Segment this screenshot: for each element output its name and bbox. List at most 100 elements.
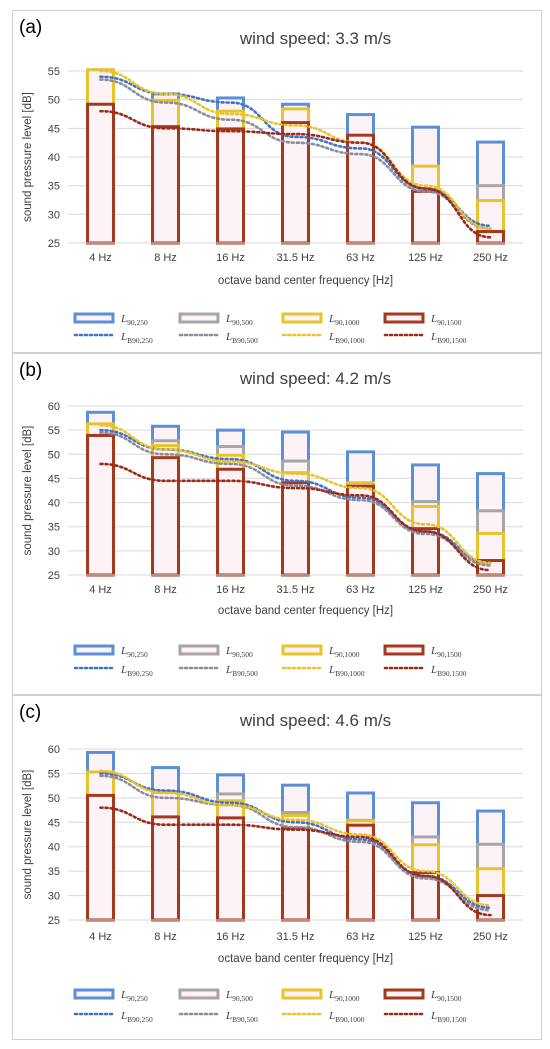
- legend-label: LB90,250: [120, 331, 153, 345]
- y-tick-label: 40: [48, 152, 60, 164]
- bar-L90_1500: [346, 133, 375, 245]
- bar-L90_1500: [151, 815, 180, 922]
- legend-label: LB90,1500: [430, 664, 467, 678]
- trend-line-LB90_500: [99, 774, 492, 912]
- legend-label: LB90,500: [225, 1010, 258, 1024]
- x-tick-label: 250 Hz: [473, 931, 508, 943]
- chart-svg: (c) wind speed: 4.6 m/s 25 30 35 40 45 50 55 60 so…: [19, 702, 523, 1024]
- x-tick-label: 125 Hz: [408, 252, 443, 264]
- trend-line-LB90_1000: [99, 69, 492, 230]
- x-axis-label: octave band center frequency [Hz]: [218, 953, 393, 965]
- panel-label: (c): [19, 702, 41, 723]
- y-tick-label: 40: [48, 842, 60, 854]
- y-tick-label: 25: [48, 915, 60, 927]
- trend-line-LB90_1500: [99, 806, 492, 917]
- y-tick-label: 25: [48, 570, 60, 582]
- bar-L90_1500: [281, 826, 310, 922]
- y-axis-label: sound pressure level [dB]: [22, 92, 34, 222]
- y-tick-label: 55: [48, 768, 60, 780]
- legend-label: L90,250: [120, 313, 148, 327]
- legend-label: LB90,1500: [430, 331, 467, 345]
- bar-L90_1500: [86, 793, 115, 922]
- chart-panel-c: (c) wind speed: 4.6 m/s 25 30 35 40 45 50 55 60 so…: [12, 695, 542, 1040]
- x-tick-label: 63 Hz: [346, 584, 375, 596]
- legend-swatch-bar: [281, 644, 323, 656]
- y-tick-label: 45: [48, 817, 60, 829]
- x-tick-label: 16 Hz: [216, 252, 245, 264]
- trend-line-LB90_500: [99, 431, 492, 567]
- legend-label: L90,1500: [430, 645, 462, 659]
- x-tick-label: 8 Hz: [154, 252, 177, 264]
- bar-L90_1500: [151, 125, 180, 245]
- x-tick-label: 4 Hz: [89, 931, 112, 943]
- legend-label: L90,1500: [430, 313, 462, 327]
- legend-label: LB90,1000: [328, 1010, 365, 1024]
- x-tick-label: 16 Hz: [216, 584, 245, 596]
- chart-panel-b: (b) wind speed: 4.2 m/s 25 30 35 40 45 50 55 60 so…: [12, 353, 542, 695]
- x-tick-label: 4 Hz: [89, 252, 112, 264]
- x-tick-label: 31.5 Hz: [277, 931, 315, 943]
- x-tick-label: 63 Hz: [346, 252, 375, 264]
- legend-swatch-bar: [178, 312, 220, 324]
- legend-swatch-bar: [73, 988, 115, 1000]
- bar-L90_1500: [216, 467, 245, 577]
- legend-label: L90,250: [120, 989, 148, 1003]
- bar-L90_1500: [216, 816, 245, 922]
- x-tick-label: 4 Hz: [89, 584, 112, 596]
- y-tick-label: 50: [48, 449, 60, 461]
- chart-title: wind speed: 4.6 m/s: [239, 711, 391, 730]
- trend-line-LB90_250: [99, 428, 492, 565]
- legend-swatch-bar: [178, 644, 220, 656]
- x-tick-label: 125 Hz: [408, 584, 443, 596]
- legend-label: LB90,250: [120, 1010, 153, 1024]
- legend-label: LB90,1000: [328, 331, 365, 345]
- y-tick-label: 30: [48, 891, 60, 903]
- legend-label: LB90,250: [120, 664, 153, 678]
- bar-L90_1500: [216, 127, 245, 245]
- x-tick-label: 31.5 Hz: [277, 252, 315, 264]
- y-tick-label: 50: [48, 95, 60, 107]
- y-tick-label: 55: [48, 425, 60, 437]
- panel-label: (b): [19, 360, 42, 381]
- bar-L90_1500: [411, 189, 440, 245]
- trend-line-LB90_1500: [99, 462, 492, 572]
- trend-line-LB90_1000: [99, 424, 492, 565]
- y-tick-label: 35: [48, 866, 60, 878]
- legend-label: L90,1000: [328, 989, 360, 1003]
- x-tick-label: 250 Hz: [473, 584, 508, 596]
- x-tick-label: 8 Hz: [154, 931, 177, 943]
- bar-L90_1500: [281, 481, 310, 577]
- y-tick-label: 35: [48, 522, 60, 534]
- panel-label: (a): [19, 17, 42, 38]
- y-tick-label: 60: [48, 744, 60, 756]
- y-tick-label: 40: [48, 498, 60, 510]
- legend-swatch-bar: [383, 644, 425, 656]
- legend-label: LB90,1000: [328, 664, 365, 678]
- x-tick-label: 8 Hz: [154, 584, 177, 596]
- legend-label: LB90,500: [225, 664, 258, 678]
- y-axis-label: sound pressure level [dB]: [22, 426, 34, 556]
- legend-label: L90,250: [120, 645, 148, 659]
- chart-svg: (b) wind speed: 4.2 m/s 25 30 35 40 45 50 55 60 so…: [19, 360, 523, 678]
- legend-swatch-bar: [73, 644, 115, 656]
- x-axis-label: octave band center frequency [Hz]: [218, 275, 393, 287]
- legend-label: L90,1000: [328, 313, 360, 327]
- bar-L90_1500: [281, 121, 310, 245]
- legend-swatch-bar: [178, 988, 220, 1000]
- legend-swatch-bar: [281, 988, 323, 1000]
- legend-swatch-bar: [73, 312, 115, 324]
- trend-line-LB90_1500: [99, 109, 492, 239]
- legend-label: L90,1500: [430, 989, 462, 1003]
- x-tick-label: 125 Hz: [408, 931, 443, 943]
- y-tick-label: 30: [48, 546, 60, 558]
- trend-line-LB90_1000: [99, 769, 492, 907]
- x-tick-label: 16 Hz: [216, 931, 245, 943]
- chart-panel-a: (a) wind speed: 3.3 m/s 25 30 35 40 45 50 55 soun…: [12, 10, 542, 353]
- legend-label: L90,500: [225, 989, 253, 1003]
- y-tick-label: 50: [48, 793, 60, 805]
- chart-svg: (a) wind speed: 3.3 m/s 25 30 35 40 45 50 55 soun…: [19, 17, 523, 345]
- legend-label: LB90,500: [225, 331, 258, 345]
- y-tick-label: 25: [48, 238, 60, 250]
- y-tick-label: 55: [48, 66, 60, 78]
